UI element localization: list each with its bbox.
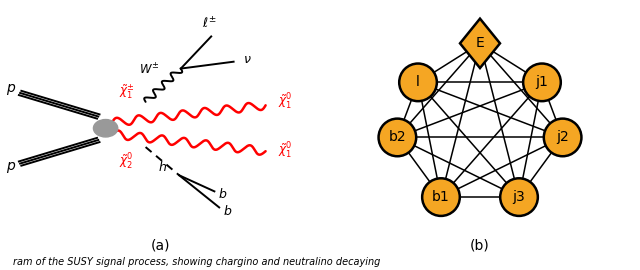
Text: $\ell^{\pm}$: $\ell^{\pm}$ (202, 16, 217, 32)
Text: $\tilde{\chi}_1^{0}$: $\tilde{\chi}_1^{0}$ (278, 92, 292, 112)
Text: (a): (a) (150, 238, 170, 252)
Text: $p$: $p$ (6, 160, 16, 175)
Text: $\tilde{\chi}_2^{0}$: $\tilde{\chi}_2^{0}$ (119, 151, 134, 171)
Text: b1: b1 (432, 190, 450, 204)
Text: j2: j2 (556, 130, 569, 144)
Circle shape (93, 120, 118, 137)
Text: $\nu$: $\nu$ (243, 53, 252, 66)
Circle shape (379, 119, 416, 156)
Text: E: E (476, 36, 484, 50)
Text: $h$: $h$ (158, 160, 167, 174)
Text: $\tilde{\chi}_1^{\pm}$: $\tilde{\chi}_1^{\pm}$ (118, 82, 134, 101)
Text: l: l (416, 75, 420, 89)
Text: b2: b2 (388, 130, 406, 144)
Text: $p$: $p$ (6, 82, 16, 97)
Text: j3: j3 (513, 190, 525, 204)
Circle shape (399, 63, 437, 101)
Text: ram of the SUSY signal process, showing chargino and neutralino decaying: ram of the SUSY signal process, showing … (13, 257, 380, 267)
Circle shape (422, 178, 460, 216)
Text: $\tilde{\chi}_1^{0}$: $\tilde{\chi}_1^{0}$ (278, 141, 292, 161)
Circle shape (500, 178, 538, 216)
Text: $b$: $b$ (223, 204, 232, 218)
Text: $W^{\pm}$: $W^{\pm}$ (139, 62, 159, 78)
Text: (b): (b) (470, 238, 490, 252)
Polygon shape (460, 19, 500, 68)
Text: $b$: $b$ (218, 187, 227, 201)
Circle shape (544, 119, 581, 156)
Circle shape (523, 63, 561, 101)
Text: j1: j1 (536, 75, 548, 89)
